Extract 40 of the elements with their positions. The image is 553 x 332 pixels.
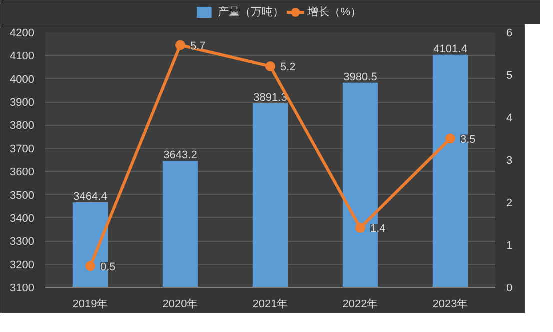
x-tick-label: 2019年 — [72, 298, 108, 310]
data-label: 3643.2 — [164, 150, 198, 162]
data-label: 3891.3 — [254, 92, 288, 104]
y2-tick-label: 2 — [506, 198, 513, 210]
x-tick-label: 2022年 — [342, 298, 378, 310]
y-tick-label: 3400 — [10, 212, 35, 225]
y-tick-label: 3600 — [10, 166, 35, 179]
y-tick-label: 3500 — [10, 190, 35, 202]
point — [446, 134, 456, 144]
y2-tick-label: 5 — [506, 70, 513, 82]
y-tick-label: 3900 — [10, 97, 35, 110]
y-tick-label: 4000 — [10, 74, 35, 86]
y2-tick-label: 3 — [506, 155, 513, 167]
legend-label: 产量（万吨） — [218, 6, 284, 18]
y-tick-label: 3700 — [10, 143, 35, 156]
point — [176, 40, 186, 50]
y-tick-label: 3100 — [10, 282, 35, 294]
y2-tick-label: 4 — [506, 112, 513, 124]
y-tick-label: 4100 — [10, 50, 35, 63]
y2-tick-label: 6 — [506, 28, 513, 40]
point — [266, 62, 276, 72]
y-tick-label: 3800 — [10, 120, 35, 132]
legend-label: 增长（%） — [306, 6, 362, 18]
point — [356, 223, 366, 233]
data-label: 3980.5 — [344, 71, 378, 84]
y-tick-label: 3300 — [10, 236, 35, 248]
x-tick-label: 2020年 — [162, 298, 198, 310]
data-label: 0.5 — [100, 261, 116, 274]
y-tick-label: 4200 — [10, 28, 35, 40]
data-label: 5.2 — [280, 62, 296, 74]
point — [86, 261, 96, 272]
x-tick-label: 2021年 — [252, 298, 288, 310]
y-tick-label: 3200 — [10, 259, 35, 272]
data-label: 3.5 — [460, 134, 476, 146]
data-label: 3464.4 — [74, 191, 108, 204]
y2-tick-label: 0 — [506, 282, 513, 294]
y2-tick-label: 1 — [506, 240, 513, 252]
data-label: 1.4 — [370, 223, 386, 235]
data-label: 4101.4 — [434, 43, 468, 56]
x-tick-label: 2023年 — [432, 298, 468, 310]
